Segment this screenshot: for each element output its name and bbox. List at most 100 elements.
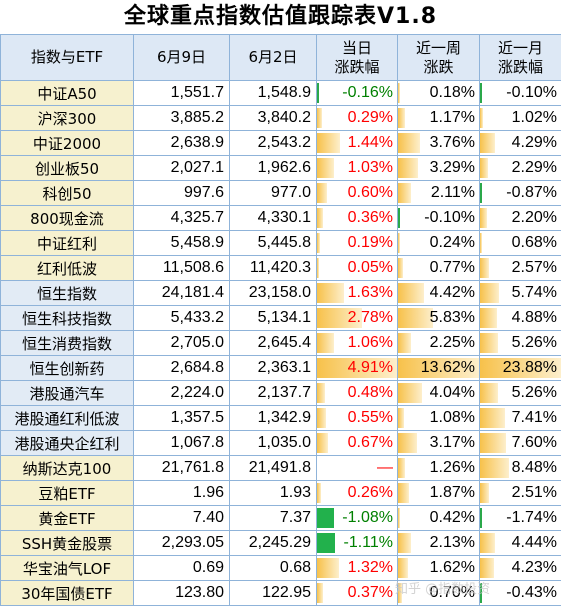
data-bar bbox=[480, 458, 509, 478]
row-name: 科创50 bbox=[1, 181, 134, 206]
value-previous: 1,035.0 bbox=[230, 431, 317, 456]
daily-change: 0.67% bbox=[317, 431, 398, 456]
weekly-change: 2.13% bbox=[398, 531, 480, 556]
daily-change: 1.44% bbox=[317, 131, 398, 156]
daily-change: 1.06% bbox=[317, 331, 398, 356]
change-value: 3.29% bbox=[430, 159, 475, 176]
data-bar bbox=[480, 408, 505, 428]
data-bar bbox=[317, 333, 334, 353]
value-previous: 21,491.8 bbox=[230, 456, 317, 481]
data-bar bbox=[480, 208, 487, 228]
change-value: -0.43% bbox=[506, 584, 557, 601]
change-value: 13.62% bbox=[421, 359, 475, 376]
data-bar bbox=[317, 433, 328, 453]
change-value: 5.83% bbox=[430, 309, 475, 326]
daily-change: 0.48% bbox=[317, 381, 398, 406]
change-value: 0.55% bbox=[348, 409, 393, 426]
data-bar bbox=[398, 208, 400, 228]
value-current: 2,638.9 bbox=[134, 131, 230, 156]
weekly-change: 0.77% bbox=[398, 256, 480, 281]
value-previous: 3,840.2 bbox=[230, 106, 317, 131]
change-value: 0.24% bbox=[430, 234, 475, 251]
data-bar bbox=[317, 258, 319, 278]
data-bar bbox=[398, 408, 404, 428]
data-bar bbox=[398, 183, 411, 203]
value-current: 21,761.8 bbox=[134, 456, 230, 481]
value-previous: 23,158.0 bbox=[230, 281, 317, 306]
value-previous: 4,330.1 bbox=[230, 206, 317, 231]
change-value: 0.77% bbox=[430, 259, 475, 276]
data-bar bbox=[480, 533, 495, 553]
data-bar bbox=[317, 383, 325, 403]
value-previous: 2,137.7 bbox=[230, 381, 317, 406]
value-previous: 1,342.9 bbox=[230, 406, 317, 431]
data-bar bbox=[480, 308, 497, 328]
data-bar bbox=[398, 333, 411, 353]
monthly-change: 4.23% bbox=[480, 556, 561, 581]
data-bar bbox=[398, 283, 424, 303]
monthly-change: -0.10% bbox=[480, 81, 561, 106]
change-value: 0.29% bbox=[348, 109, 393, 126]
valuation-table: 指数与ETF 6月9日 6月2日 当日 涨跌幅 近一周 涨跌 近一月 涨跌幅 中… bbox=[0, 34, 561, 606]
change-value: 4.44% bbox=[512, 534, 557, 551]
weekly-change: 1.26% bbox=[398, 456, 480, 481]
value-current: 11,508.6 bbox=[134, 256, 230, 281]
data-bar bbox=[317, 108, 322, 128]
change-value: -0.87% bbox=[506, 184, 557, 201]
data-bar bbox=[317, 83, 319, 103]
daily-change: 1.63% bbox=[317, 281, 398, 306]
weekly-change: 1.62% bbox=[398, 556, 480, 581]
change-value: 4.88% bbox=[512, 309, 557, 326]
data-bar bbox=[480, 183, 482, 203]
change-value: -0.10% bbox=[506, 84, 557, 101]
value-previous: 1.93 bbox=[230, 481, 317, 506]
monthly-change: 4.88% bbox=[480, 306, 561, 331]
value-current: 2,705.0 bbox=[134, 331, 230, 356]
weekly-change: 13.62% bbox=[398, 356, 480, 381]
change-value: 1.06% bbox=[348, 334, 393, 351]
value-current: 3,885.2 bbox=[134, 106, 230, 131]
change-value: — bbox=[377, 459, 393, 476]
value-current: 123.80 bbox=[134, 581, 230, 606]
data-bar bbox=[317, 133, 340, 153]
weekly-change: 1.17% bbox=[398, 106, 480, 131]
data-bar bbox=[398, 233, 400, 253]
header-monthly: 近一月 涨跌幅 bbox=[480, 35, 561, 81]
daily-change: 0.29% bbox=[317, 106, 398, 131]
change-value: 4.42% bbox=[430, 284, 475, 301]
data-bar bbox=[480, 383, 498, 403]
change-value: 3.76% bbox=[430, 134, 475, 151]
change-value: 0.60% bbox=[348, 184, 393, 201]
change-value: 5.26% bbox=[512, 334, 557, 351]
monthly-change: 4.44% bbox=[480, 531, 561, 556]
data-bar bbox=[317, 233, 320, 253]
data-bar bbox=[480, 83, 482, 103]
value-current: 5,433.2 bbox=[134, 306, 230, 331]
weekly-change: 1.87% bbox=[398, 481, 480, 506]
value-previous: 977.0 bbox=[230, 181, 317, 206]
monthly-change: -0.43% bbox=[480, 581, 561, 606]
weekly-change: 4.04% bbox=[398, 381, 480, 406]
value-previous: 0.68 bbox=[230, 556, 317, 581]
change-value: 2.25% bbox=[430, 334, 475, 351]
value-current: 5,458.9 bbox=[134, 231, 230, 256]
monthly-change: 8.48% bbox=[480, 456, 561, 481]
weekly-change: 2.25% bbox=[398, 331, 480, 356]
weekly-change: 3.76% bbox=[398, 131, 480, 156]
value-previous: 2,645.4 bbox=[230, 331, 317, 356]
data-bar bbox=[480, 258, 489, 278]
daily-change: — bbox=[317, 456, 398, 481]
data-bar bbox=[398, 83, 400, 103]
data-bar bbox=[398, 433, 417, 453]
daily-change: 0.26% bbox=[317, 481, 398, 506]
